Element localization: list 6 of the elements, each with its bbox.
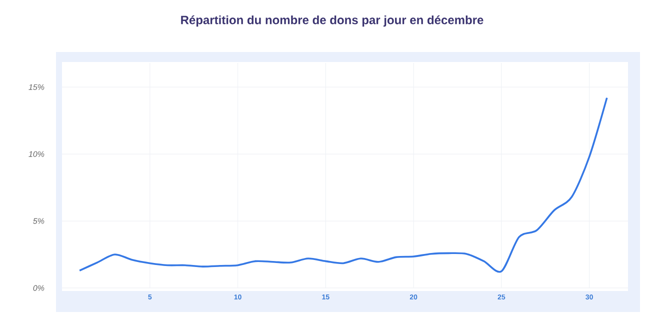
y-tick-label: 15% <box>28 84 44 90</box>
y-tick-label: 0% <box>33 285 44 291</box>
y-tick-label: 10% <box>28 151 44 157</box>
y-tick-label: 5% <box>33 218 44 224</box>
line-series <box>78 96 608 272</box>
chart-title: Répartition du nombre de dons par jour en décembre <box>181 15 484 27</box>
